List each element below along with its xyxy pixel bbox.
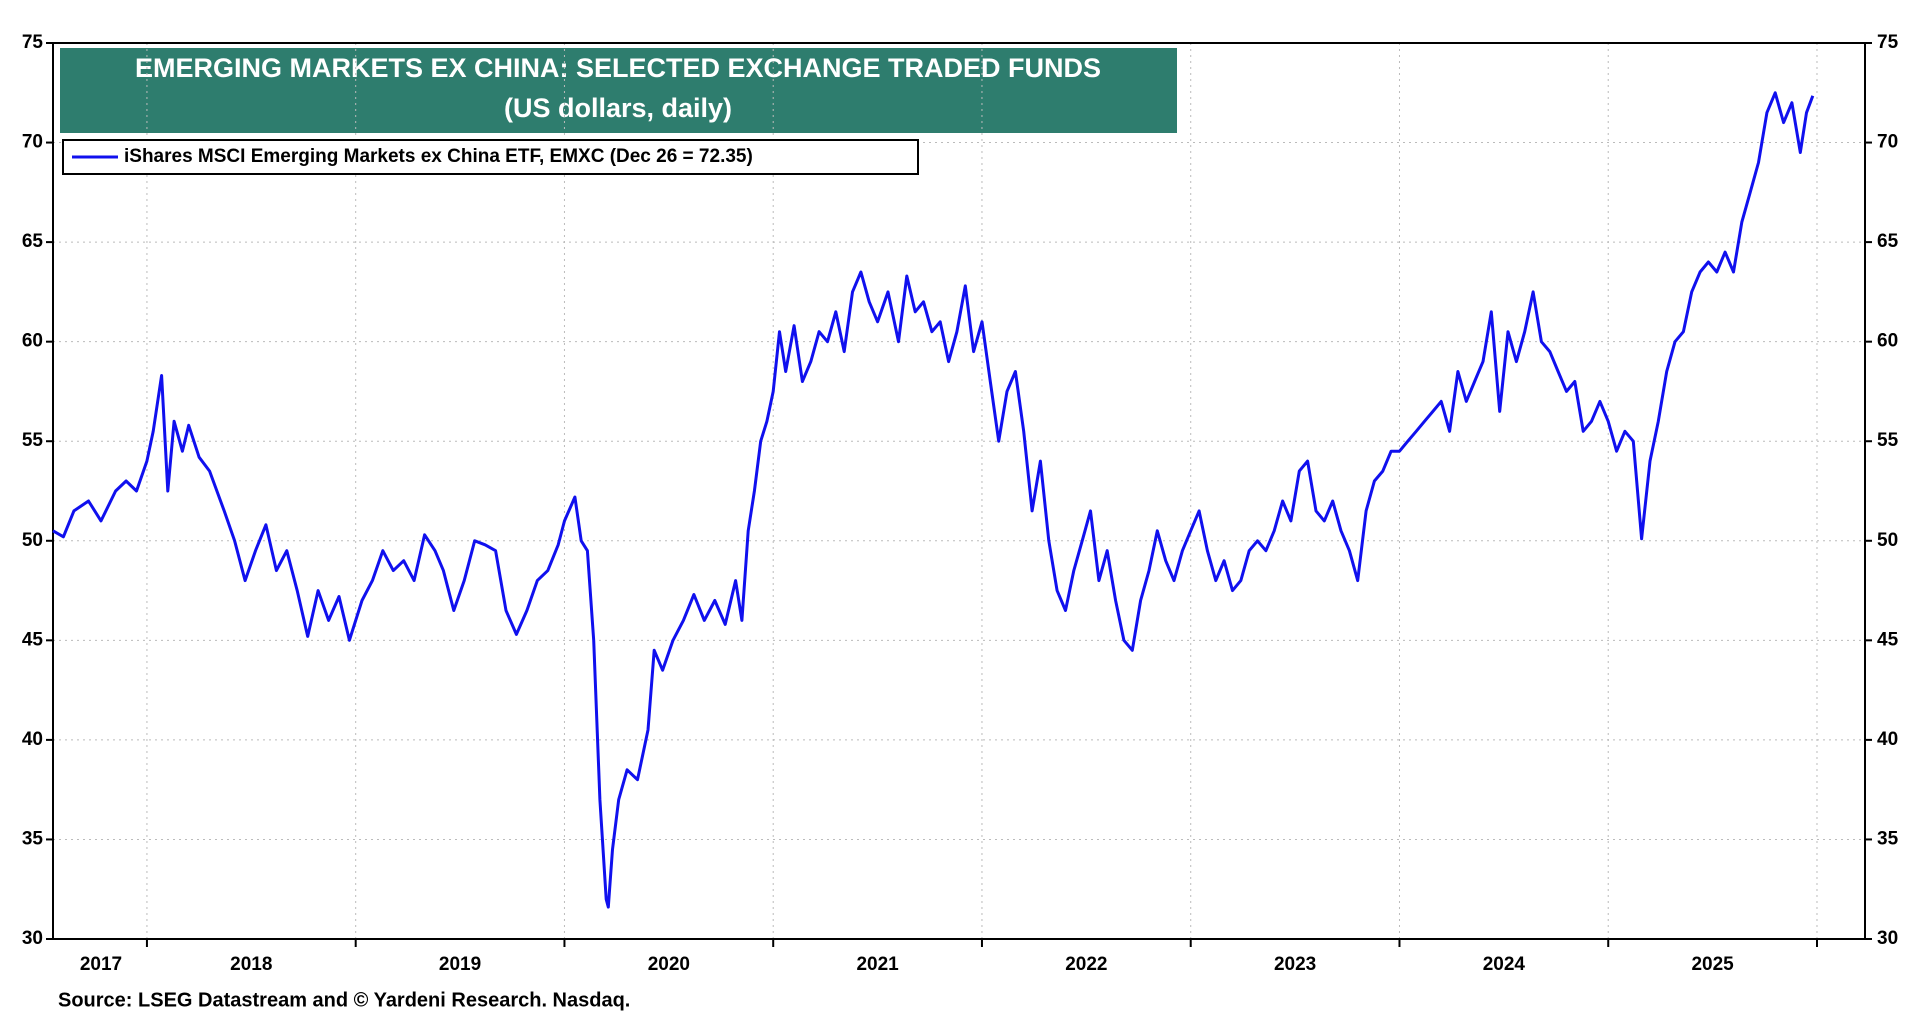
- y2-tick-label: 60: [1877, 331, 1898, 352]
- legend-box: [62, 139, 919, 175]
- y-tick-label: 35: [22, 828, 44, 849]
- chart-title: EMERGING MARKETS EX CHINA: SELECTED EXCH…: [135, 53, 1101, 83]
- x-tick-label: 2021: [856, 954, 899, 975]
- y-tick-label: 40: [22, 729, 43, 750]
- y2-tick-label: 45: [1877, 629, 1899, 650]
- x-tick-label: 2022: [1065, 954, 1107, 975]
- y2-tick-label: 40: [1877, 729, 1898, 750]
- y2-tick-label: 35: [1877, 828, 1899, 849]
- y-tick-label: 50: [22, 530, 43, 551]
- y-tick-label: 45: [22, 629, 44, 650]
- x-tick-label: 2023: [1274, 954, 1316, 975]
- x-tick-label: 2019: [439, 954, 481, 975]
- legend-label: iShares MSCI Emerging Markets ex China E…: [124, 146, 753, 167]
- plot-frame: [52, 42, 1866, 940]
- y-tick-label: 55: [22, 430, 44, 451]
- y-tick-label: 70: [22, 132, 43, 153]
- title-box: [60, 48, 1177, 133]
- y-tick-label: 30: [22, 928, 43, 949]
- x-tick-label: 2025: [1691, 954, 1734, 975]
- x-tick-label: 2017: [80, 954, 122, 975]
- y2-tick-label: 55: [1877, 430, 1899, 451]
- line: [52, 91, 1815, 909]
- y-tick-label: 60: [22, 331, 43, 352]
- x-tick-label: 2018: [230, 954, 272, 975]
- y2-tick-label: 75: [1877, 32, 1899, 53]
- y-tick-label: 65: [22, 231, 44, 252]
- y2-tick-label: 30: [1877, 928, 1898, 949]
- source: Source: LSEG Datastream and © Yardeni Re…: [58, 989, 630, 1011]
- y2-tick-label: 65: [1877, 231, 1899, 252]
- x-tick-label: 2020: [648, 954, 690, 975]
- chart-subtitle: (US dollars, daily): [504, 93, 732, 123]
- x-tick-label: 2024: [1483, 954, 1526, 975]
- y2-tick-label: 50: [1877, 530, 1898, 551]
- y2-tick-label: 70: [1877, 132, 1898, 153]
- y-tick-label: 75: [22, 32, 44, 53]
